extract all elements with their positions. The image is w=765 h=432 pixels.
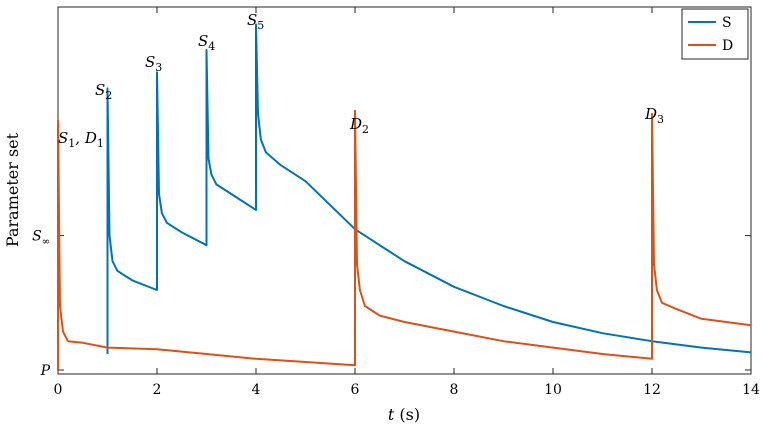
peak-annotation: S1, D1 — [58, 129, 104, 150]
legend-label-d: D — [722, 38, 733, 54]
peak-annotation: S4 — [198, 32, 215, 53]
x-tick-label: 2 — [153, 382, 162, 398]
plot-area — [57, 6, 752, 375]
series-line-d — [57, 109, 752, 370]
x-tick-label: 10 — [544, 382, 562, 398]
x-tick-label: 4 — [252, 382, 261, 398]
peak-annotations: S1, D1 S2 S3 S4 S5 D2 D3 — [58, 11, 664, 150]
peak-annotation: S2 — [95, 81, 112, 102]
x-tick-label: 14 — [742, 382, 760, 398]
x-axis-label-unit: (s) — [394, 405, 420, 424]
legend: S D — [681, 8, 749, 60]
peak-annotation: D2 — [349, 115, 369, 136]
x-tick-label: 12 — [643, 382, 661, 398]
peak-annotation: D3 — [644, 105, 664, 126]
series-lines — [57, 23, 752, 370]
y-tick-label: P — [40, 363, 51, 379]
x-tick-label: 8 — [450, 382, 459, 398]
series-line-s — [106, 23, 752, 354]
x-axis: 0 2 4 6 8 10 12 14 — [54, 7, 760, 398]
peak-annotation: S5 — [247, 11, 264, 32]
x-axis-label-var: t — [388, 405, 395, 424]
x-tick-label: 6 — [351, 382, 360, 398]
y-axis-label: Parameter set — [3, 132, 22, 247]
x-tick-label: 0 — [54, 382, 63, 398]
x-axis-label: t (s) — [388, 405, 420, 424]
legend-label-s: S — [722, 15, 732, 31]
peak-annotation: S3 — [145, 53, 162, 74]
y-tick-label: S∞ — [32, 229, 50, 248]
legend-box — [681, 8, 749, 60]
